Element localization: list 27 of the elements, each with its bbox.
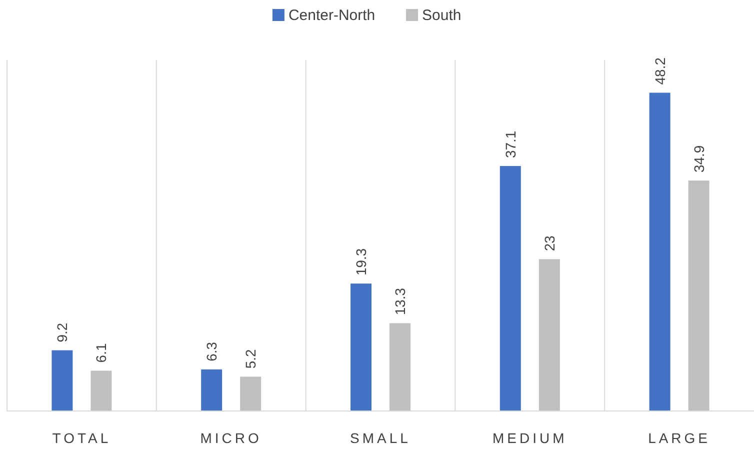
bar	[350, 284, 372, 411]
bar	[240, 376, 262, 411]
x-tick-label: TOTAL	[52, 430, 112, 446]
data-label: 23	[541, 235, 558, 252]
legend-label: Center-North	[288, 7, 376, 24]
x-tick-label: LARGE	[648, 430, 711, 446]
bar	[390, 323, 410, 411]
x-tick-label: SMALL	[350, 430, 411, 446]
data-label: 5.2	[242, 348, 259, 369]
data-label: 48.2	[652, 57, 668, 85]
x-tick-label: MEDIUM	[492, 430, 568, 446]
x-tick-label: MICRO	[200, 430, 262, 446]
bar	[500, 166, 521, 411]
bar	[538, 259, 560, 411]
data-label: 34.9	[690, 145, 707, 173]
legend-label: South	[422, 7, 462, 24]
bar	[649, 92, 670, 411]
bar	[201, 369, 222, 411]
bar	[688, 180, 710, 411]
bar	[52, 350, 73, 411]
bar	[90, 370, 112, 411]
data-label: 19.3	[353, 248, 369, 276]
data-label: 13.3	[392, 288, 408, 316]
data-label: 37.1	[502, 130, 518, 158]
data-label: 6.3	[204, 342, 220, 362]
data-label: 9.2	[54, 322, 70, 342]
data-label: 6.1	[93, 343, 110, 363]
